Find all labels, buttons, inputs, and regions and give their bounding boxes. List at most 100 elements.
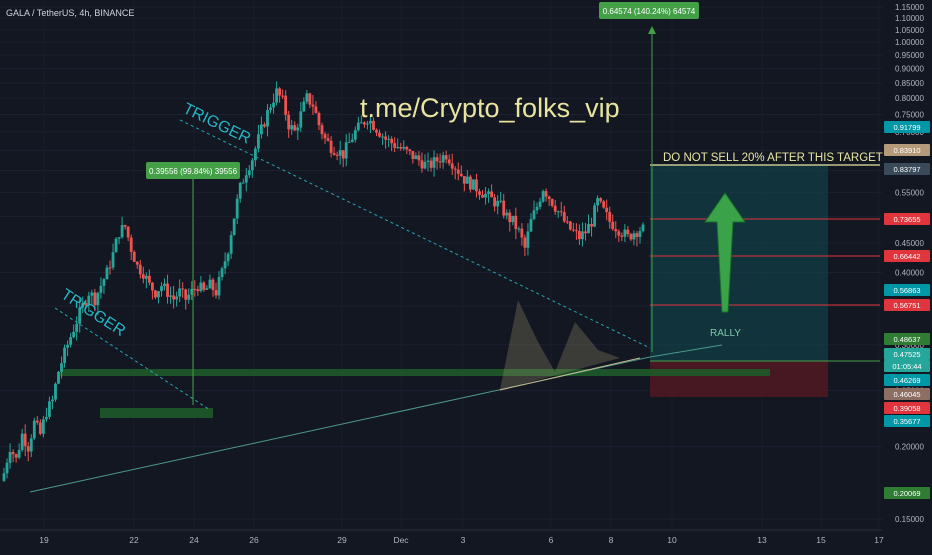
candle-body	[390, 138, 394, 144]
candle-body	[257, 134, 260, 149]
candle-body	[163, 283, 166, 287]
candle-body	[281, 95, 285, 97]
candle-body	[205, 288, 209, 290]
candle-body	[87, 295, 91, 305]
candle-body	[60, 363, 63, 372]
candle-body	[384, 136, 387, 140]
candle-body	[90, 292, 94, 296]
svg-text:0.39556 (99.84%) 39556: 0.39556 (99.84%) 39556	[149, 167, 238, 176]
candle-body	[45, 416, 48, 420]
candle-body	[432, 157, 436, 168]
y-tick-label: 0.75000	[895, 110, 924, 119]
candle-body	[505, 212, 509, 216]
candle-body	[260, 124, 263, 135]
x-tick-label: 29	[337, 535, 347, 545]
candle-body	[320, 125, 324, 135]
candle-body	[626, 229, 630, 235]
candle-body	[496, 200, 500, 207]
candle-body	[20, 433, 24, 451]
candle-body	[305, 93, 309, 102]
candle-body	[405, 146, 409, 150]
candle-body	[526, 231, 530, 248]
y-tick-label: 0.95000	[895, 51, 924, 60]
candle-body	[75, 323, 79, 332]
candle-body	[308, 93, 312, 105]
candle-body	[147, 275, 151, 283]
candle-body	[411, 151, 415, 160]
candle-body	[611, 221, 615, 230]
candle-body	[229, 235, 233, 254]
candle-body	[450, 163, 454, 169]
watermark: t.me/Crypto_folks_vip	[360, 93, 620, 123]
candle-body	[478, 191, 481, 195]
candle-body	[184, 289, 188, 300]
candle-body	[587, 224, 590, 234]
candle-body	[423, 161, 427, 169]
candle-body	[241, 182, 245, 184]
candle-body	[105, 267, 109, 280]
price-labels: 0.91799 0.83910 0.83797 0.73655 0.66442 0.568…	[884, 121, 930, 499]
price-label-bg	[884, 144, 930, 156]
candle-body	[247, 170, 251, 176]
price-label-bg	[884, 213, 930, 225]
candle-body	[484, 193, 487, 198]
price-label-bg	[884, 284, 930, 296]
rally-label: RALLY	[710, 328, 741, 339]
candle-body	[408, 149, 412, 152]
candle-body	[602, 201, 606, 208]
candle-body	[151, 282, 154, 291]
candle-body	[311, 104, 315, 107]
candle-body	[429, 160, 433, 168]
candle-body	[378, 132, 381, 137]
price-label: 0.73655	[893, 215, 920, 224]
price-label-bg	[884, 163, 930, 175]
candle-body	[57, 371, 60, 384]
candle-body	[453, 168, 457, 170]
y-tick-label: 1.10000	[895, 14, 924, 23]
candle-body	[556, 211, 560, 213]
candle-body	[102, 279, 106, 286]
price-label-bg	[884, 374, 930, 386]
candle-body	[196, 289, 200, 292]
candle-body	[438, 161, 442, 163]
price-label-bg	[884, 121, 930, 133]
candle-body	[81, 302, 85, 308]
candle-body	[214, 290, 218, 296]
candle-body	[63, 347, 66, 364]
y-tick-label: 0.90000	[895, 65, 924, 74]
candle-body	[420, 160, 424, 169]
candle-body	[502, 200, 506, 216]
candle-body	[402, 146, 406, 149]
candle-body	[29, 438, 33, 452]
candle-body	[441, 155, 445, 163]
candle-body	[329, 140, 333, 153]
candle-body	[465, 176, 469, 184]
measure-label-1: 0.39556 (99.84%) 39556	[146, 162, 240, 179]
y-tick-label: 0.20000	[895, 443, 924, 452]
candle-body	[426, 160, 430, 162]
candle-body	[529, 219, 533, 232]
price-label-bg	[884, 388, 930, 400]
candle-body	[244, 175, 248, 183]
candle-body	[435, 157, 439, 162]
symbol-title: GALA / TetherUS, 4h, BINANCE	[6, 8, 134, 18]
price-label: 0.20069	[893, 489, 920, 498]
candle-body	[2, 473, 6, 481]
candle-body	[353, 130, 357, 140]
candle-body	[126, 226, 130, 238]
candle-body	[547, 196, 551, 200]
candle-body	[175, 296, 179, 300]
candle-body	[623, 229, 627, 237]
candle-body	[178, 288, 182, 297]
candle-body	[232, 218, 236, 236]
candle-body	[523, 237, 527, 248]
candle-body	[511, 215, 515, 223]
candle-body	[323, 134, 327, 139]
candle-body	[263, 124, 266, 127]
candle-body	[187, 294, 191, 300]
candle-body	[141, 274, 145, 279]
candle-body	[535, 206, 539, 211]
time-axis: 19 22 24 26 29 Dec 3 6 8 10 13 15 17	[39, 535, 884, 545]
candle-body	[544, 191, 548, 197]
